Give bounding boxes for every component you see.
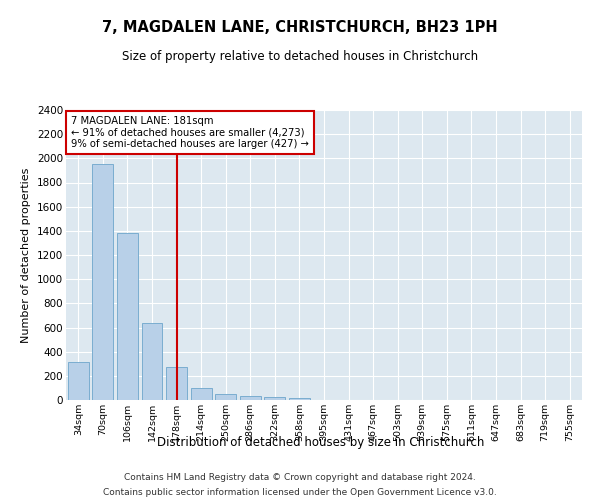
- Bar: [215, 394, 236, 400]
- Text: 7, MAGDALEN LANE, CHRISTCHURCH, BH23 1PH: 7, MAGDALEN LANE, CHRISTCHURCH, BH23 1PH: [102, 20, 498, 35]
- Text: 7 MAGDALEN LANE: 181sqm
← 91% of detached houses are smaller (4,273)
9% of semi-: 7 MAGDALEN LANE: 181sqm ← 91% of detache…: [71, 116, 309, 149]
- Y-axis label: Number of detached properties: Number of detached properties: [22, 168, 31, 342]
- Text: Contains HM Land Registry data © Crown copyright and database right 2024.: Contains HM Land Registry data © Crown c…: [124, 473, 476, 482]
- Bar: [117, 233, 138, 400]
- Bar: [92, 164, 113, 400]
- Bar: [191, 388, 212, 400]
- Text: Distribution of detached houses by size in Christchurch: Distribution of detached houses by size …: [157, 436, 485, 449]
- Bar: [265, 397, 286, 400]
- Bar: [68, 362, 89, 400]
- Bar: [166, 368, 187, 400]
- Bar: [240, 396, 261, 400]
- Bar: [142, 324, 163, 400]
- Bar: [289, 398, 310, 400]
- Text: Contains public sector information licensed under the Open Government Licence v3: Contains public sector information licen…: [103, 488, 497, 497]
- Text: Size of property relative to detached houses in Christchurch: Size of property relative to detached ho…: [122, 50, 478, 63]
